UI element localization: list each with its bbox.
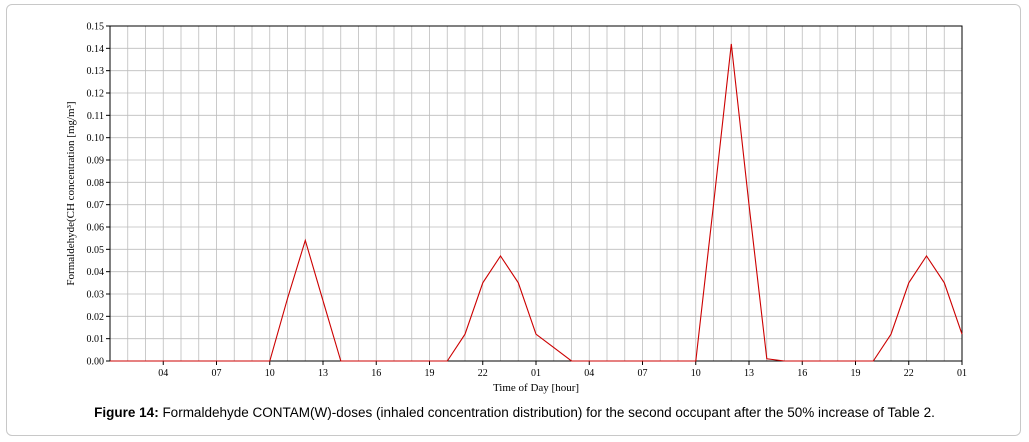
x-tick-label: 16: [797, 368, 807, 379]
grid: [110, 26, 962, 361]
x-tick-label: 22: [478, 368, 488, 379]
y-tick-label: 0.00: [87, 357, 105, 368]
series-line: [110, 43, 963, 362]
x-tick-label: 04: [158, 368, 168, 379]
caption-label: Figure 14:: [94, 405, 159, 420]
y-tick-label: 0.12: [87, 89, 105, 100]
x-tick-label: 01: [957, 368, 967, 379]
series-group: [110, 43, 963, 362]
x-tick-label: 13: [318, 368, 328, 379]
y-tick-label: 0.05: [87, 245, 105, 256]
x-tick-label: 19: [425, 368, 435, 379]
y-tick-label: 0.09: [87, 156, 105, 167]
x-tick-label: 16: [371, 368, 381, 379]
y-tick-label: 0.06: [87, 223, 105, 234]
caption-text: Formaldehyde CONTAM(W)-doses (inhaled co…: [158, 405, 935, 420]
x-axis-label: Time of Day [hour]: [493, 382, 579, 394]
plot-area: [109, 25, 963, 362]
y-tick-label: 0.15: [87, 22, 105, 33]
y-axis-ticks: 0.00 0.01 0.02 0.03 0.04 0.05 0.06 0.07 0.08 0.09…: [87, 22, 110, 368]
x-tick-label: 13: [744, 368, 754, 379]
y-axis-label: Formaldehyde(CH concentration [mg/m³]: [65, 101, 77, 285]
y-tick-label: 0.13: [87, 66, 105, 77]
y-tick-label: 0.10: [87, 133, 105, 144]
figure-caption: Figure 14: Formaldehyde CONTAM(W)-doses …: [0, 405, 1029, 420]
x-tick-label: 04: [584, 368, 594, 379]
y-tick-label: 0.04: [87, 267, 105, 278]
y-tick-label: 0.02: [87, 312, 105, 323]
x-tick-label: 22: [904, 368, 914, 379]
y-tick-label: 0.07: [87, 200, 105, 211]
x-axis-ticks: 04 07 10 13 16 19 22 01 04 07 10 13 16 19 22 01: [158, 361, 967, 379]
x-tick-label: 10: [265, 368, 275, 379]
x-tick-label: 10: [691, 368, 701, 379]
y-tick-label: 0.01: [87, 334, 105, 345]
x-tick-label: 01: [531, 368, 541, 379]
x-tick-label: 19: [851, 368, 861, 379]
x-tick-label: 07: [212, 368, 222, 379]
figure-frame: [6, 4, 1021, 436]
x-tick-label: 07: [638, 368, 648, 379]
y-tick-label: 0.08: [87, 178, 105, 189]
y-tick-label: 0.14: [87, 44, 105, 55]
y-tick-label: 0.03: [87, 290, 105, 301]
y-tick-label: 0.11: [87, 111, 104, 122]
